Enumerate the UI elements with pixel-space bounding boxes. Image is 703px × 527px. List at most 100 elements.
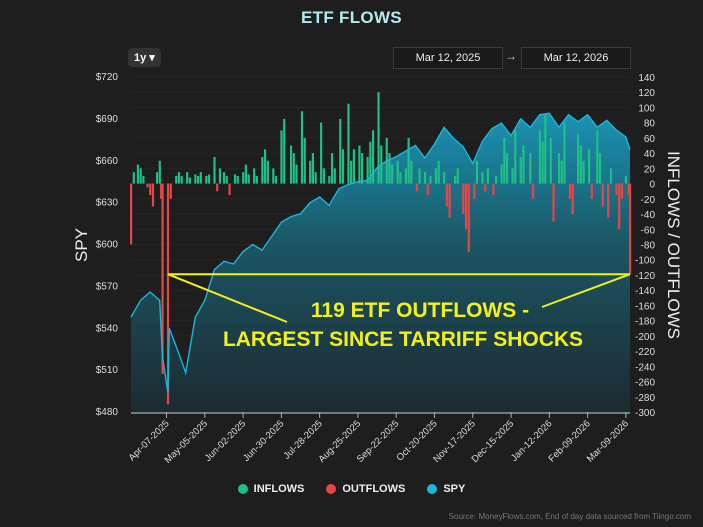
spy-area	[131, 113, 630, 413]
right-tick-label: 80	[644, 119, 656, 130]
right-tick-label: 140	[638, 73, 655, 84]
right-tick-label: -140	[635, 286, 655, 297]
inflow-bar	[563, 122, 566, 184]
left-tick-label: $630	[96, 198, 119, 209]
inflow-bar	[158, 160, 161, 184]
inflow-bar	[557, 153, 561, 184]
inflow-bar	[538, 130, 541, 184]
right-axis-label: INFLOWS / OUTFLOWS	[664, 151, 683, 339]
inflow-bar	[330, 153, 334, 184]
inflow-bar	[244, 164, 248, 184]
inflow-bar	[341, 149, 345, 184]
inflow-bar	[454, 175, 457, 184]
outflow-bar	[601, 183, 604, 207]
inflow-bar	[519, 156, 522, 184]
start-date-input[interactable]: Mar 12, 2025	[393, 47, 503, 69]
inflow-bar	[295, 164, 298, 184]
outflow-bar	[130, 183, 133, 245]
inflow-bar	[347, 103, 350, 184]
outflow-bar	[161, 183, 164, 374]
inflow-bar	[443, 172, 446, 184]
inflow-bar	[475, 160, 479, 184]
inflow-bar	[396, 160, 399, 184]
end-date-input[interactable]: Mar 12, 2026	[521, 47, 631, 69]
inflow-bar	[280, 130, 283, 184]
legend-spy[interactable]: SPY	[427, 483, 465, 495]
inflow-bar	[596, 130, 599, 184]
left-tick-label: $540	[96, 323, 119, 334]
inflow-bar	[155, 172, 159, 184]
chart-title: ETF FLOWS	[301, 8, 402, 27]
inflow-bar	[186, 172, 189, 184]
inflow-bar	[233, 174, 237, 184]
right-tick-label: -180	[635, 317, 655, 328]
inflow-bar	[587, 149, 591, 184]
legend-label: OUTFLOWS	[342, 483, 406, 495]
outflow-bar	[627, 183, 630, 196]
inflow-bar	[263, 149, 267, 184]
outflow-bar	[568, 183, 572, 199]
inflow-bar	[437, 160, 440, 184]
outflow-bar	[590, 183, 593, 199]
outflow-bar	[531, 183, 535, 199]
inflow-bar	[222, 172, 226, 184]
outflow-bar	[166, 183, 170, 405]
legend-inflows[interactable]: INFLOWS	[237, 483, 304, 495]
inflow-bar	[300, 111, 304, 184]
right-tick-label: -60	[641, 225, 656, 236]
inflow-bar	[199, 172, 202, 184]
inflow-bar	[505, 153, 509, 184]
outflow-bar	[484, 183, 487, 192]
legend-outflows[interactable]: OUTFLOWS	[326, 483, 405, 495]
inflow-bar	[292, 153, 295, 184]
inflow-bar	[544, 115, 547, 184]
right-tick-label: 20	[644, 164, 656, 175]
inflow-bar	[388, 153, 391, 184]
inflow-bar	[541, 141, 544, 184]
inflow-bar	[132, 172, 135, 184]
inflow-bar	[514, 130, 517, 184]
outflow-bar	[552, 183, 555, 222]
inflow-bar	[205, 175, 208, 184]
right-tick-label: -240	[635, 362, 655, 373]
outflow-bar	[160, 183, 163, 199]
left-tick-label: $570	[96, 281, 119, 292]
inflow-bar	[339, 118, 342, 184]
outflow-bar	[467, 183, 470, 253]
inflow-bar	[175, 175, 178, 184]
left-tick-label: $720	[96, 72, 119, 83]
left-tick-label: $600	[96, 240, 119, 251]
range-dropdown[interactable]: 1y ▾	[128, 48, 161, 67]
arrow-icon: →	[505, 49, 517, 63]
right-tick-label: -100	[635, 256, 655, 267]
spy-dot-icon	[427, 484, 438, 494]
inflow-bar	[274, 175, 278, 184]
right-tick-label: 60	[644, 134, 656, 145]
inflow-bar	[142, 175, 145, 184]
inflow-bar	[579, 145, 582, 184]
inflow-bar	[486, 168, 490, 184]
inflow-bar	[236, 175, 239, 184]
inflow-bar	[560, 160, 563, 184]
annotation-text: LARGEST SINCE TARRIFF SHOCKS	[223, 328, 583, 351]
outflow-bar	[448, 183, 451, 218]
inflow-bar	[289, 145, 293, 184]
legend: INFLOWS OUTFLOWS SPY	[0, 483, 703, 495]
outflow-bar	[149, 183, 152, 196]
right-tick-label: -220	[635, 347, 655, 358]
outflows-dot-icon	[326, 484, 337, 494]
inflow-bar	[255, 175, 258, 184]
inflow-bar	[371, 130, 375, 184]
inflow-bar	[177, 172, 181, 184]
inflow-bar	[322, 168, 325, 184]
inflow-bar	[320, 122, 323, 184]
inflow-bar	[577, 134, 580, 184]
inflow-bar	[266, 160, 269, 184]
right-tick-label: -20	[641, 195, 656, 206]
source-note: Source: MoneyFlows.com, End of day data …	[448, 512, 691, 521]
inflow-bar	[309, 160, 312, 184]
legend-label: SPY	[443, 483, 466, 495]
right-tick-label: -260	[635, 378, 655, 389]
inflows-dot-icon	[237, 484, 248, 494]
right-tick-label: 120	[638, 88, 655, 99]
